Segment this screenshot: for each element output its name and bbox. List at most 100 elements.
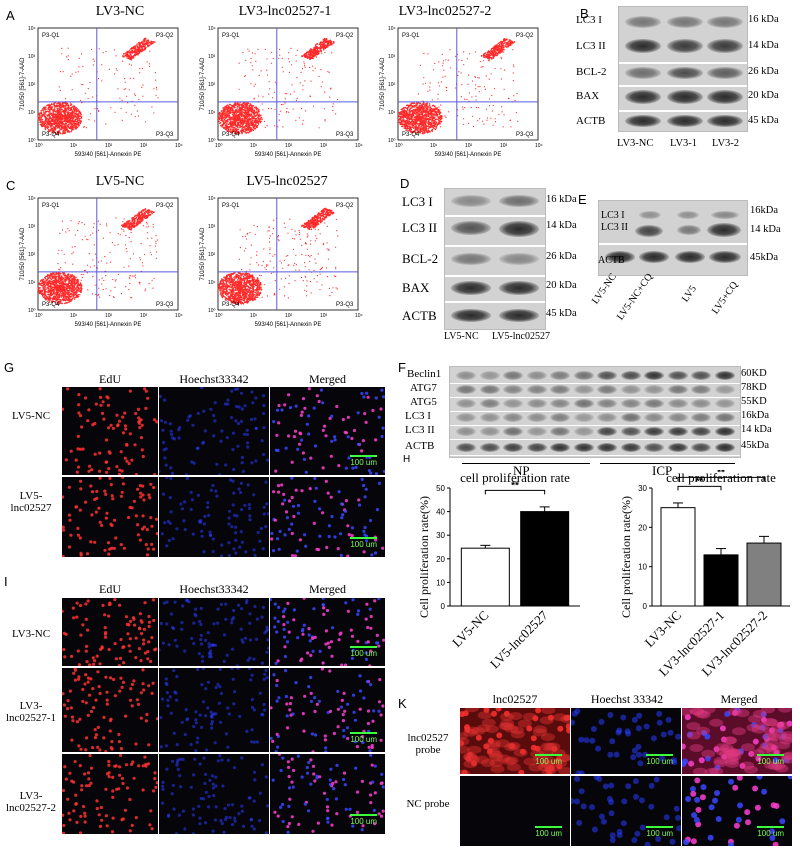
- quadrant-q4: P3-Q4: [222, 132, 240, 138]
- blot-f-kda-55: 55KD: [741, 396, 767, 407]
- quadrant-q3: P3-Q3: [156, 302, 174, 308]
- y-tick-label: 10: [638, 563, 647, 572]
- blot-d-row-lc3-i: LC3 I: [402, 194, 433, 209]
- blot-f-row-actb: ACTB: [405, 440, 435, 452]
- blot-e-lane-1: LV5-NC: [590, 271, 619, 307]
- scale-bar: 100 um: [350, 814, 377, 826]
- flow-events: [397, 38, 519, 135]
- micro-k-cell-2-3: 100 um: [682, 776, 792, 846]
- blot-d-lane-1: LV5-NC: [444, 331, 479, 342]
- chart-ylabel: Cell proliferation rate(%): [619, 496, 633, 618]
- y-tick: 10⁰: [388, 138, 396, 144]
- micro-i-row-3: LV3- lnc02527-2: [5, 790, 57, 814]
- micro-g-cell-2-1: [62, 477, 158, 557]
- y-tick-label: 50: [436, 484, 445, 493]
- scale-bar: 100 um: [350, 455, 377, 467]
- quadrant-q1: P3-Q1: [42, 203, 60, 209]
- x-tick: 10³: [140, 313, 148, 319]
- y-tick: 10²: [388, 82, 396, 88]
- significance-bracket: [484, 489, 546, 495]
- blot-f-kda-60: 60KD: [741, 368, 767, 379]
- quadrant-q1: P3-Q1: [222, 203, 240, 209]
- flow-ylabel: 710/50 [561]-7-AAD: [380, 57, 386, 111]
- y-tick: 10²: [28, 252, 36, 258]
- micro-k-col-lnc02527: lnc02527: [492, 692, 538, 706]
- micro-k-row-2: NC probe: [406, 798, 450, 810]
- blot-d-kda-14: 14 kDa: [546, 220, 577, 231]
- flow-title-lv5-lnc02527: LV5-lnc02527: [246, 174, 328, 189]
- y-tick: 10¹: [28, 110, 36, 116]
- blot-d-lane-2: LV5-lnc02527: [492, 331, 550, 342]
- flow-plot-c2: P3-Q1 P3-Q2 P3-Q3 P3-Q4 10⁰ 10⁰ 10¹ 10¹ 10² 10² 10…: [188, 190, 363, 330]
- y-tick-label: 30: [638, 484, 647, 493]
- x-tick: 10⁴: [175, 313, 183, 319]
- y-tick: 10²: [208, 82, 216, 88]
- flow-xlabel: 593/40 [561]-Annexin PE: [75, 152, 142, 158]
- micro-i-cell-2-1: [62, 668, 158, 752]
- quadrant-q3: P3-Q3: [516, 132, 534, 138]
- y-tick: 10¹: [208, 280, 216, 286]
- micro-k-cell-2-2: 100 um: [571, 776, 681, 846]
- micro-i-grid: 100 um 100 um 100 um: [62, 598, 385, 835]
- flow-plot-a3: P3-Q1 P3-Q2 P3-Q3 P3-Q4 10⁰ 10⁰ 10¹ 10¹ 10² 10² 10…: [368, 20, 543, 160]
- panel-label-f: F: [398, 360, 406, 375]
- x-tick: 10²: [465, 143, 473, 149]
- blot-d-row-bax: BAX: [402, 280, 430, 295]
- y-tick-label: 0: [643, 602, 648, 611]
- significance-bracket: [677, 476, 765, 482]
- blot-d-kda-16: 16 kDa: [546, 194, 577, 205]
- micro-i-col-edu: EdU: [99, 582, 121, 596]
- quadrant-q1: P3-Q1: [42, 33, 60, 39]
- micro-i-cell-2-2: [159, 668, 269, 752]
- scale-bar: 100 um: [350, 732, 377, 744]
- blot-b-kda-45: 45 kDa: [748, 115, 779, 126]
- x-tick: 10¹: [70, 143, 78, 149]
- y-tick: 10⁰: [28, 138, 36, 144]
- western-blot-d: [444, 188, 546, 330]
- significance-stars: **: [696, 476, 704, 487]
- blot-d-kda-20: 20 kDa: [546, 280, 577, 291]
- blot-e-lane-2: LV5-NC+CQ: [615, 271, 656, 323]
- significance-stars: **: [717, 470, 725, 478]
- y-tick: 10⁴: [388, 26, 396, 32]
- quadrant-q4: P3-Q4: [402, 132, 420, 138]
- flow-events: [37, 208, 158, 305]
- blot-b-row-bax: BAX: [576, 90, 600, 102]
- micro-g-cell-2-2: [159, 477, 269, 557]
- scale-bar: 100 um: [535, 826, 562, 838]
- blot-f-kda-14: 14 kDa: [741, 424, 772, 435]
- chart-title: cell proliferation rate: [460, 470, 570, 485]
- blot-f-kda-78: 78KD: [741, 382, 767, 393]
- x-tick: 10⁰: [35, 313, 43, 319]
- micro-k-cell-1-2: 100 um: [571, 708, 681, 774]
- bar-chart-lv5: cell proliferation rate 0 10 20 30 40 50 Cell p…: [417, 470, 580, 671]
- blot-f-row-beclin1: Beclin1: [407, 368, 442, 380]
- chart-ylabel: Cell proliferation rate(%): [417, 496, 431, 618]
- micro-i-cell-2-3: 100 um: [270, 668, 385, 752]
- y-tick-label: 30: [436, 531, 445, 540]
- blot-d-kda-26: 26 kDa: [546, 251, 577, 262]
- blot-b-row-bcl2: BCL-2: [576, 66, 607, 78]
- quadrant-q1: P3-Q1: [222, 33, 240, 39]
- x-tick: 10¹: [70, 313, 78, 319]
- np-bracket: [462, 463, 590, 464]
- western-blot-b: [618, 6, 748, 132]
- x-category-label: LV5-lnc02527: [487, 607, 551, 671]
- micro-g-row-2: LV5- lnc02527: [10, 490, 52, 514]
- blot-e-row-lc3-ii: LC3 II: [601, 222, 628, 233]
- flow-title-lv5-nc: LV5-NC: [95, 174, 145, 189]
- panel-label-b: B: [580, 6, 589, 21]
- quadrant-q4: P3-Q4: [42, 302, 60, 308]
- group-np: NP: [513, 463, 530, 478]
- blot-d-kda-45: 45 kDa: [546, 308, 577, 319]
- quadrant-q2: P3-Q2: [336, 203, 354, 209]
- scale-bar: 100 um: [646, 826, 673, 838]
- blot-d-row-bcl2: BCL-2: [402, 251, 439, 266]
- x-tick: 10⁴: [535, 143, 543, 149]
- flow-xlabel: 593/40 [561]-Annexin PE: [255, 152, 322, 158]
- y-tick-label: 10: [436, 578, 445, 587]
- x-tick: 10⁰: [215, 313, 223, 319]
- micro-i-cell-1-1: [62, 598, 158, 666]
- micro-g-col-hoechst: Hoechst33342: [179, 372, 249, 386]
